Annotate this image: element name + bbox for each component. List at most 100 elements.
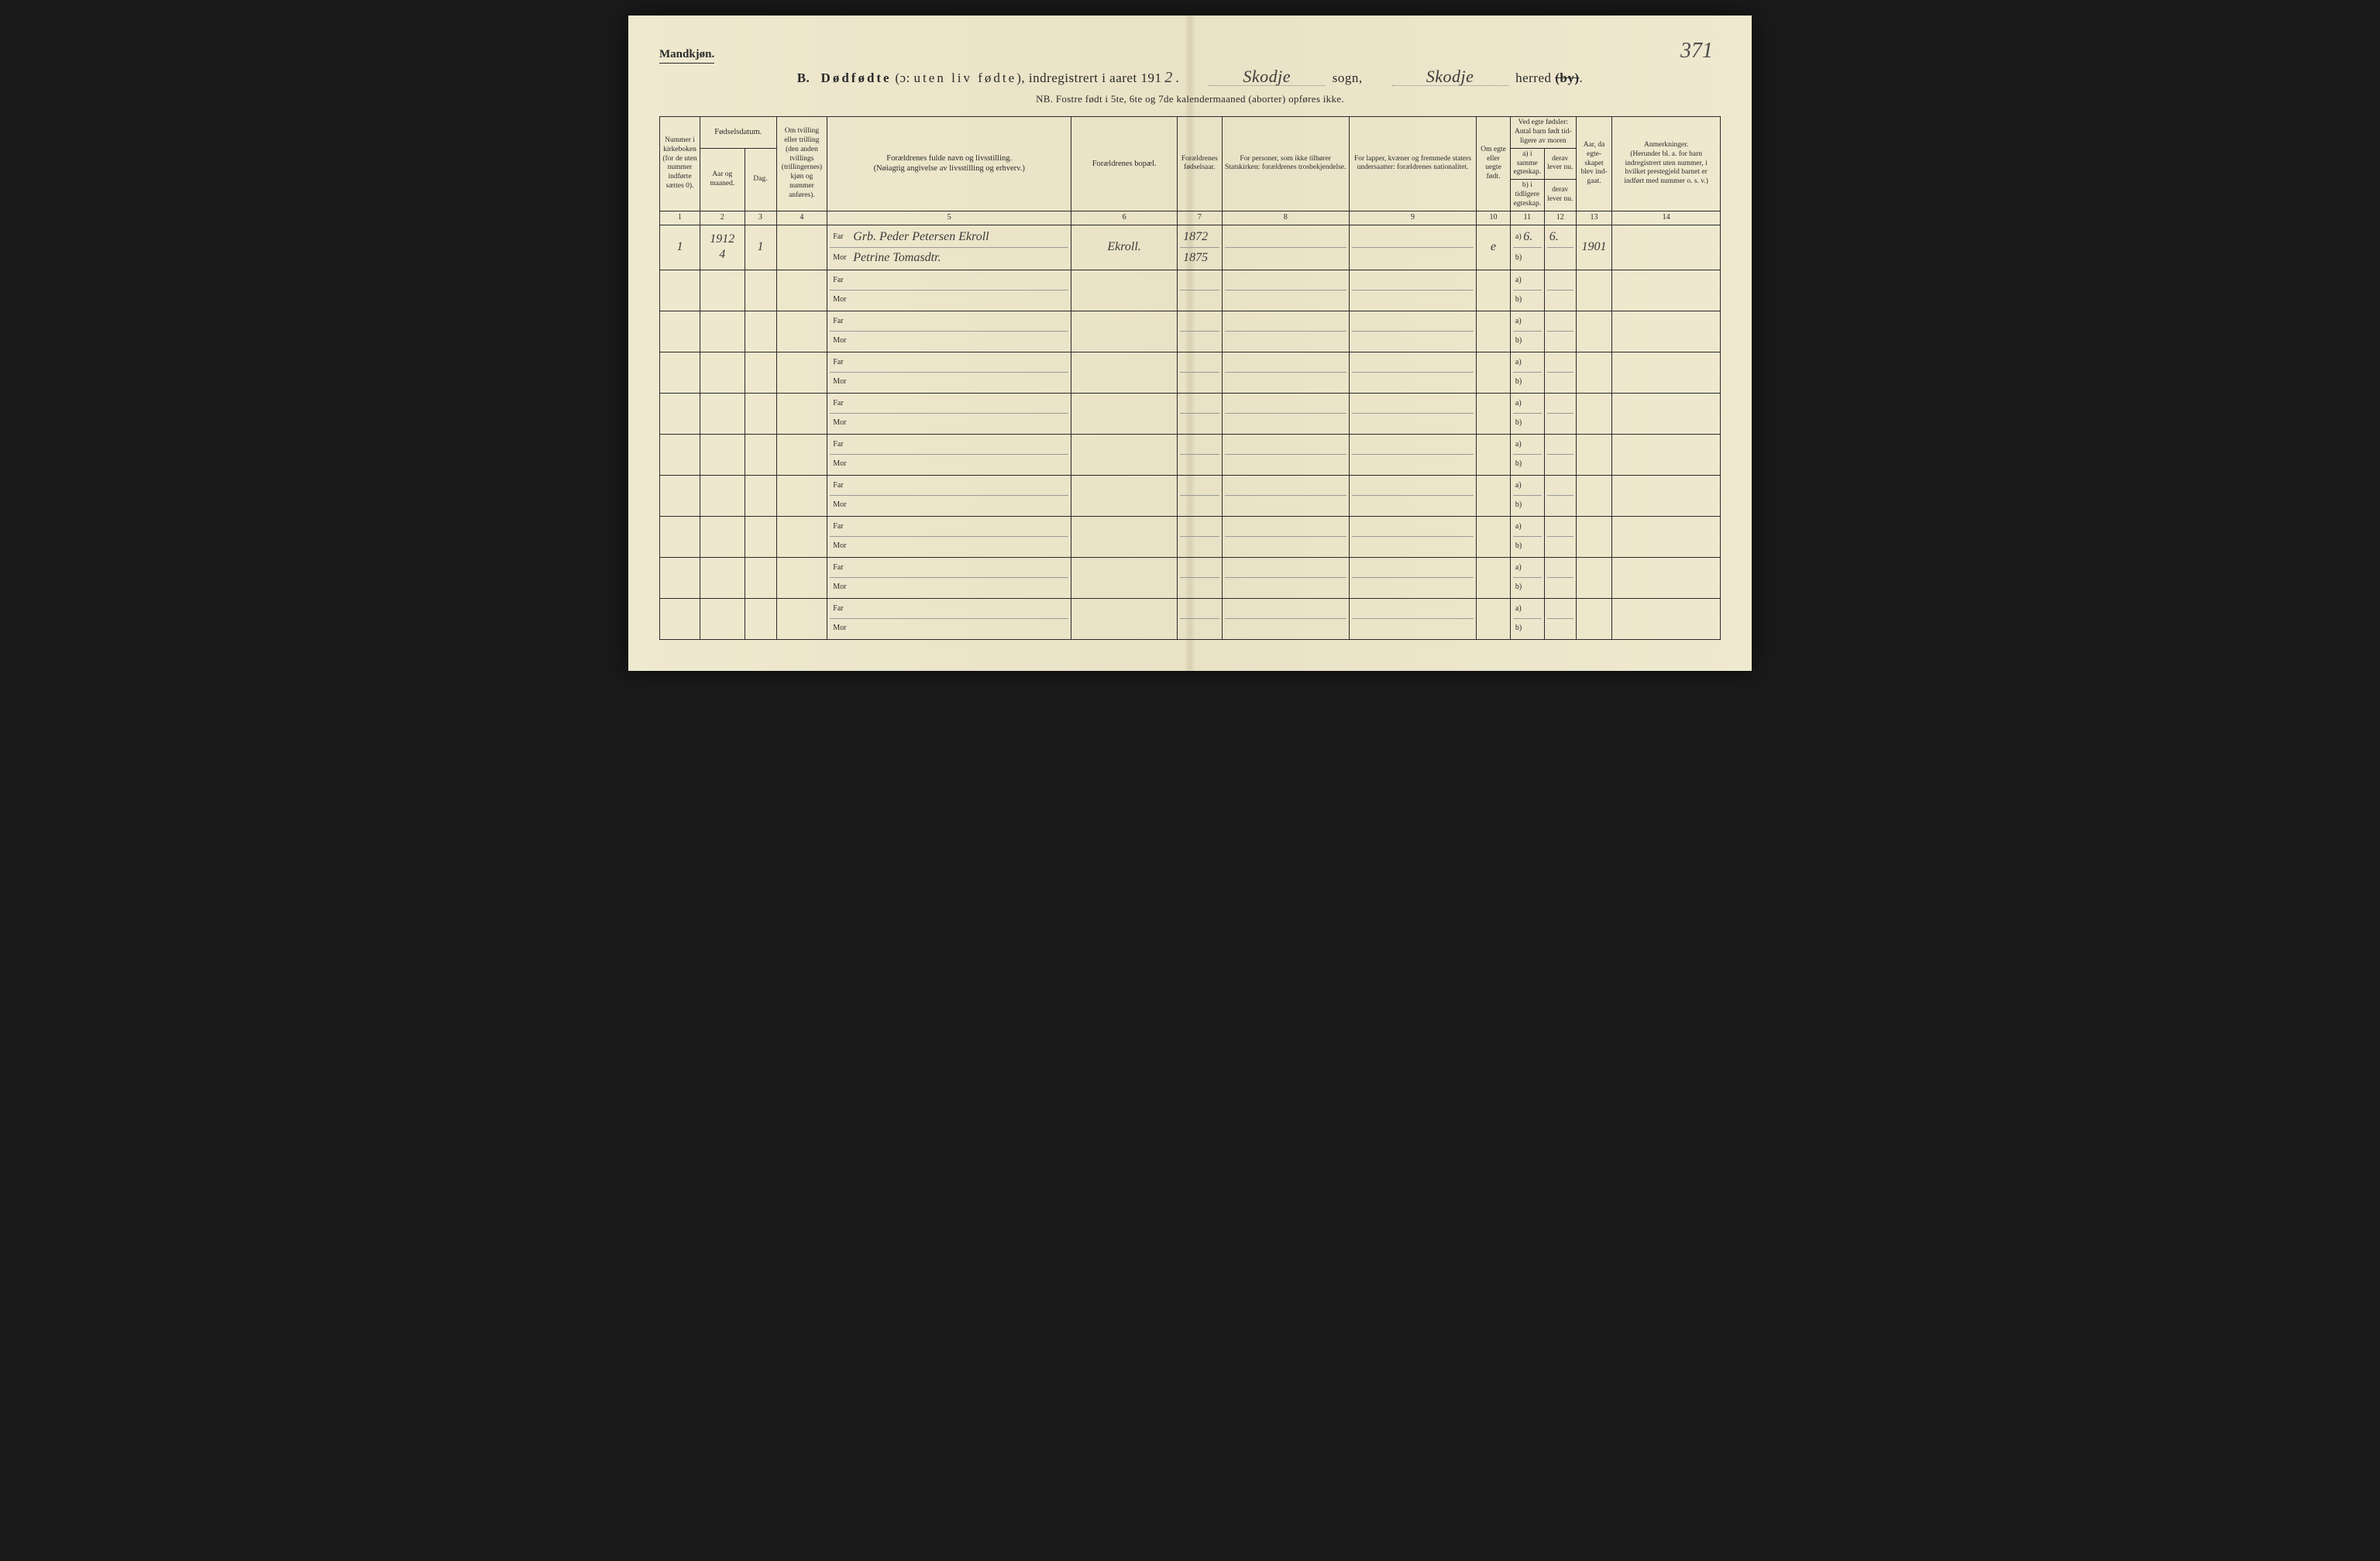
parents-cell: Far Mor — [830, 600, 1068, 638]
table-body: 1191241FarGrb. Peder Petersen EkrollMorP… — [660, 225, 1721, 639]
a-label: a) — [1515, 399, 1522, 409]
register-page: Mandkjøn. 371 B. Dødfødte (ɔ: uten liv f… — [628, 15, 1752, 671]
ab-cell-2 — [1547, 477, 1573, 514]
nb-note: NB. Fostre født i 5te, 6te og 7de kalend… — [659, 93, 1721, 105]
ab-cell-2: 6. — [1547, 227, 1573, 268]
col-header-8: For personer, som ikke tilhører Statskir… — [1222, 117, 1349, 211]
parents-cell: Far Mor — [830, 436, 1068, 473]
tros-cell — [1225, 518, 1346, 555]
mor-label: Mor — [833, 459, 853, 469]
mor-label: Mor — [833, 624, 853, 634]
table-row: FarMora) b) — [660, 311, 1721, 352]
a-label: a) — [1515, 232, 1522, 242]
b-label: b) — [1515, 253, 1522, 263]
colnum-3: 3 — [745, 211, 776, 225]
a-lever: 6. — [1549, 229, 1559, 245]
tros-cell — [1225, 559, 1346, 597]
cell-aar-egte: 1901 — [1582, 240, 1607, 253]
title-row: B. Dødfødte (ɔ: uten liv fødte), indregi… — [659, 68, 1721, 87]
ab-cell-1: a) b) — [1513, 354, 1542, 391]
col-header-11a: a) i samme egteskap. — [1510, 148, 1544, 180]
table-row: FarMor a) b) — [660, 516, 1721, 557]
mor-label: Mor — [833, 253, 853, 263]
ab-cell-1: a) b) — [1513, 436, 1542, 473]
ab-cell-1: a) b) — [1513, 313, 1542, 350]
col-header-14: Anmerkninger. (Herunder bl. a. for barn … — [1612, 117, 1721, 211]
far-label: Far — [833, 440, 853, 450]
ab-cell-1: a) 6.b) — [1513, 227, 1542, 268]
mor-label: Mor — [833, 377, 853, 387]
mor-label: Mor — [833, 295, 853, 305]
tros-cell — [1225, 395, 1346, 432]
b-label: b) — [1515, 336, 1522, 346]
colnum-8: 8 — [1222, 211, 1349, 225]
birthyear-cell — [1180, 313, 1219, 350]
col5-line1: Forældrenes fulde navn og livsstilling. — [886, 154, 1012, 163]
cell-bopel: Ekroll. — [1107, 240, 1140, 253]
birthyear-cell: 18721875 — [1180, 227, 1219, 268]
b-label: b) — [1515, 583, 1522, 593]
ab-cell-2 — [1547, 395, 1573, 432]
title-period: . — [1580, 70, 1584, 85]
cell-dag: 1 — [758, 240, 764, 253]
nat-cell — [1352, 436, 1474, 473]
cell-egte: e — [1491, 240, 1496, 253]
colnum-2: 2 — [700, 211, 745, 225]
far-label: Far — [833, 481, 853, 491]
colnum-1: 1 — [660, 211, 700, 225]
b-label: b) — [1515, 418, 1522, 428]
b-label: b) — [1515, 542, 1522, 552]
nat-cell — [1352, 600, 1474, 638]
col-header-12a: derav lever nu. — [1544, 148, 1576, 180]
col-header-9: For lapper, kvæner og fremmede staters u… — [1349, 117, 1476, 211]
far-label: Far — [833, 317, 853, 327]
a-label: a) — [1515, 563, 1522, 573]
title-paren: (ɔ: uten liv fødte), — [895, 70, 1025, 85]
colnum-10: 10 — [1477, 211, 1511, 225]
parents-cell: Far Mor — [830, 559, 1068, 597]
herred-value: Skodje — [1392, 68, 1508, 86]
nat-cell — [1352, 477, 1474, 514]
sogn-label: sogn, — [1333, 70, 1363, 85]
a-label: a) — [1515, 522, 1522, 532]
b-label: b) — [1515, 295, 1522, 305]
cell-num: 1 — [677, 240, 683, 253]
col-header-7: For­ældrenes fødsels­aar. — [1178, 117, 1222, 211]
herred-struck: (by) — [1555, 70, 1579, 85]
colnum-13: 13 — [1576, 211, 1612, 225]
nat-cell — [1352, 354, 1474, 391]
nat-cell — [1352, 395, 1474, 432]
far-label: Far — [833, 522, 853, 532]
tros-cell — [1225, 600, 1346, 638]
page-number-handwritten: 371 — [1680, 39, 1713, 64]
gender-heading: Mandkjøn. — [659, 48, 714, 64]
ab-cell-2 — [1547, 436, 1573, 473]
mor-label: Mor — [833, 418, 853, 428]
b-label: b) — [1515, 377, 1522, 387]
nat-cell — [1352, 518, 1474, 555]
col-header-2-top: Fødselsdatum. — [700, 117, 777, 149]
colnum-4: 4 — [776, 211, 827, 225]
colnum-7: 7 — [1178, 211, 1222, 225]
year-handwritten: 2 — [1161, 69, 1175, 87]
b-label: b) — [1515, 500, 1522, 511]
cell-aar-maaned: 19124 — [710, 232, 734, 261]
table-row: Far Mor a) b) — [660, 434, 1721, 475]
ab-cell-1: a) b) — [1513, 477, 1542, 514]
ab-cell-2 — [1547, 518, 1573, 555]
parents-cell: FarMor — [830, 518, 1068, 555]
far-label: Far — [833, 604, 853, 614]
mor-label: Mor — [833, 583, 853, 593]
tros-cell — [1225, 227, 1346, 268]
birthyear-cell — [1180, 272, 1219, 309]
a-label: a) — [1515, 317, 1522, 327]
col-header-1: Nummer i kirke­boken (for de uten nummer… — [660, 117, 700, 211]
far-label: Far — [833, 399, 853, 409]
table-header: Nummer i kirke­boken (for de uten nummer… — [660, 117, 1721, 225]
far-label: Far — [833, 563, 853, 573]
parents-cell: FarMor — [830, 354, 1068, 391]
table-row: 1191241FarGrb. Peder Petersen EkrollMorP… — [660, 225, 1721, 270]
birthyear-cell — [1180, 354, 1219, 391]
birthyear-cell — [1180, 436, 1219, 473]
title-reg: indregistrert i aaret 191 — [1029, 70, 1162, 85]
